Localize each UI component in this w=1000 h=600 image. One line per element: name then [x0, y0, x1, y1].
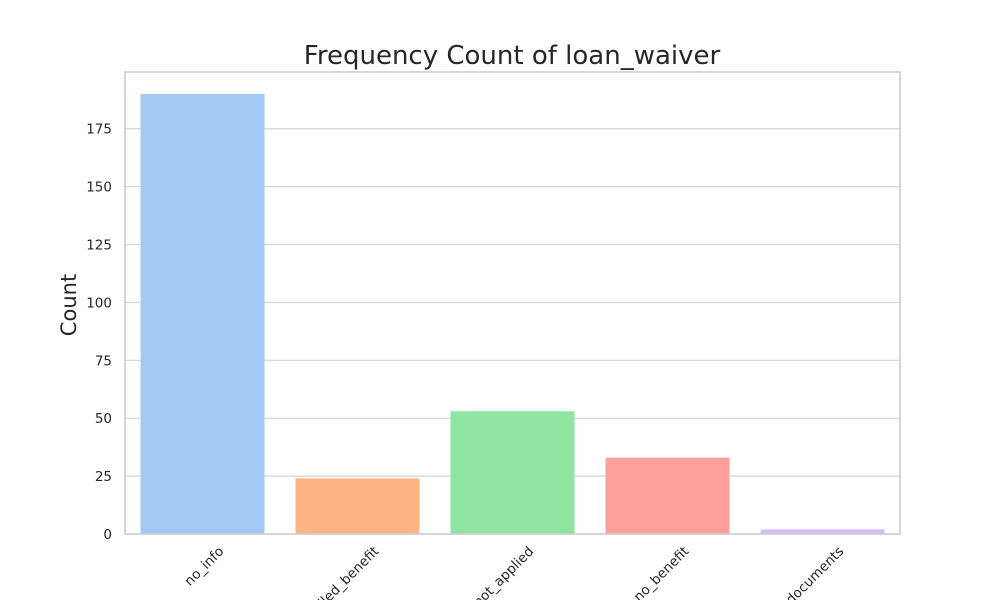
y-tick-label: 25 — [95, 469, 112, 485]
y-tick-label: 150 — [86, 180, 112, 196]
x-tick-labels: no_info availed_benefit not_applied no_bene… — [181, 544, 847, 600]
x-tick-label: no_benefit — [631, 544, 693, 600]
y-tick-label: 75 — [95, 353, 112, 369]
x-tick-label: no_documents — [766, 544, 847, 600]
y-tick-labels: 0 25 50 75 100 125 150 175 — [86, 122, 112, 543]
bar-no-documents — [760, 529, 885, 534]
x-tick-label: not_applied — [470, 544, 537, 600]
y-tick-label: 125 — [86, 238, 112, 254]
y-tick-label: 100 — [86, 295, 112, 311]
y-tick-label: 50 — [95, 411, 112, 427]
chart-title: Frequency Count of loan_waiver — [304, 41, 721, 71]
plot-frame — [124, 71, 901, 535]
x-tick-label: no_info — [181, 544, 227, 590]
bar-not-applied — [450, 411, 575, 534]
x-tick-label: availed_benefit — [298, 544, 382, 600]
bar-no-info — [140, 94, 265, 534]
bars — [140, 94, 885, 534]
y-tick-label: 175 — [86, 122, 112, 138]
y-axis-label: Count — [57, 274, 81, 336]
bar-availed-benefit — [295, 478, 420, 534]
y-tick-label: 0 — [103, 527, 112, 543]
bar-no-benefit — [605, 457, 730, 534]
